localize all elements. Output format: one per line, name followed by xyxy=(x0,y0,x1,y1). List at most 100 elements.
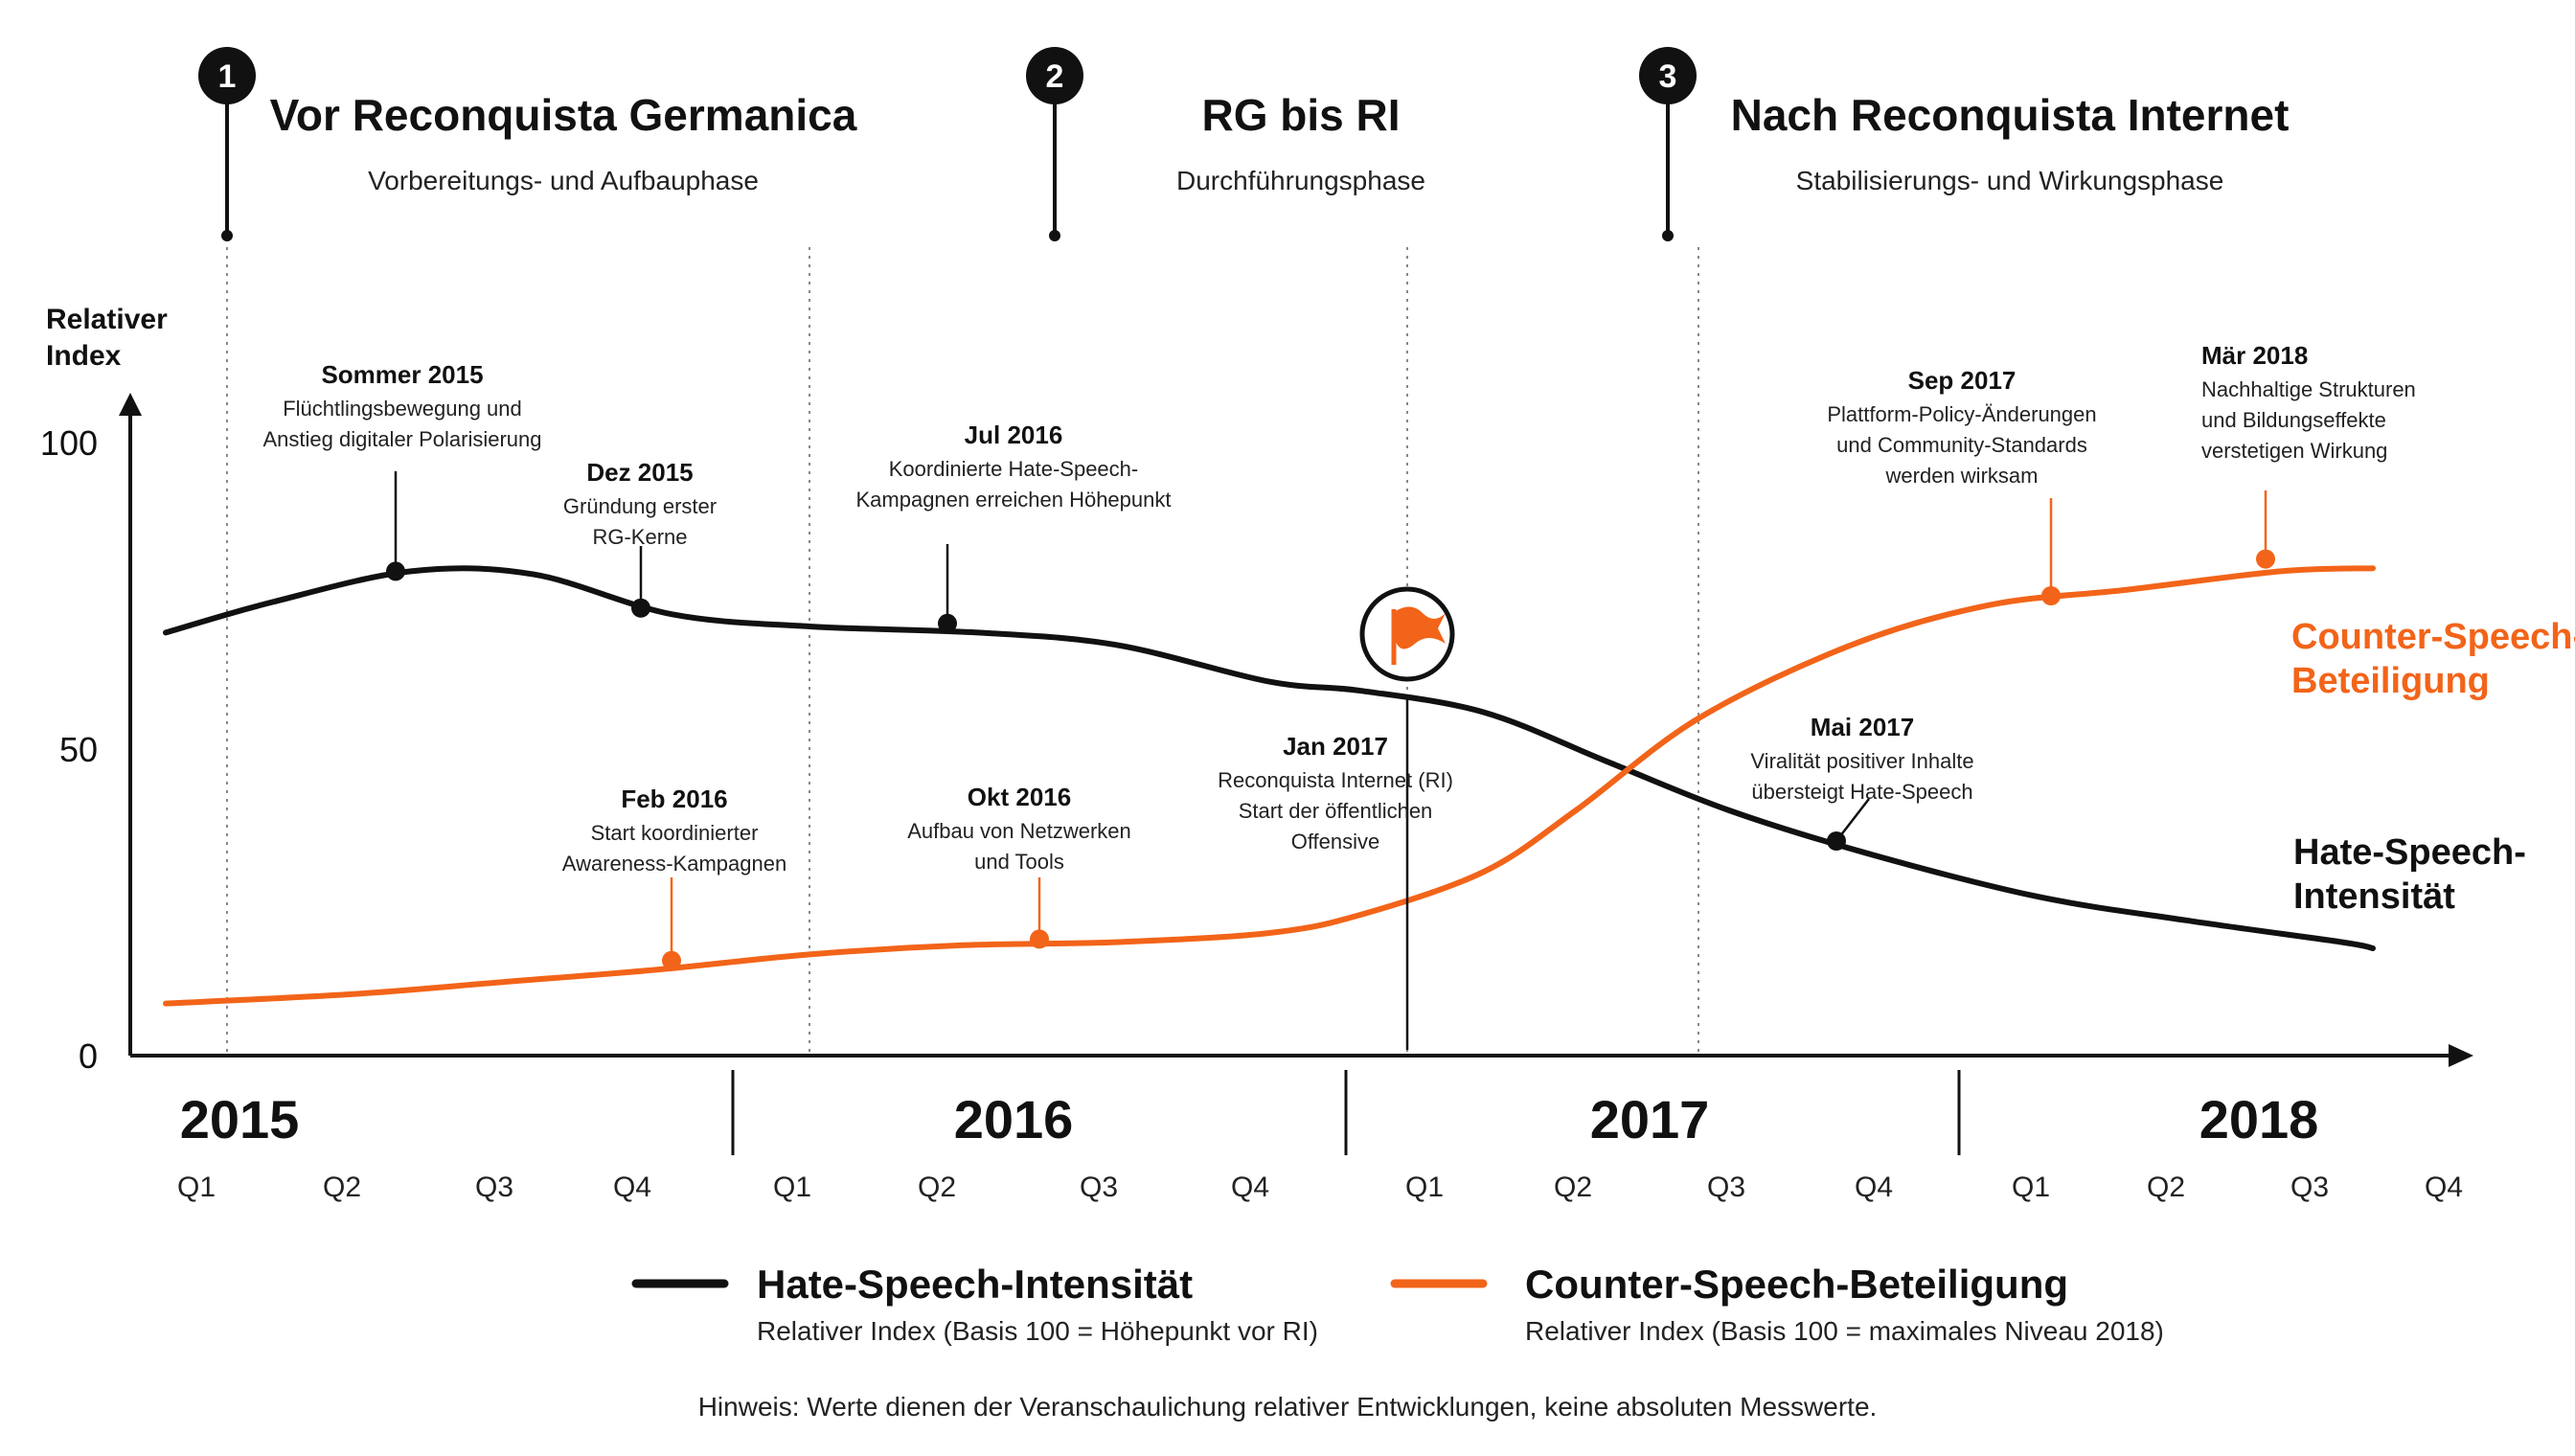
annotation-dot xyxy=(1030,929,1049,949)
annotation-2: Dez 2015 Gründung erster RG-Kerne xyxy=(563,458,717,618)
phase-number: 3 xyxy=(1659,58,1677,95)
annotation-dot xyxy=(631,598,650,618)
annotation-text: Nachhaltige Strukturen xyxy=(2201,377,2416,401)
series-line-hate-speech xyxy=(163,565,2376,951)
y-axis-label-line1: Relativer xyxy=(46,304,168,335)
legend-subtitle: Relativer Index (Basis 100 = Höhepunkt v… xyxy=(757,1316,1318,1346)
legend: Hate-Speech-Intensität Relativer Index (B… xyxy=(631,1262,2164,1346)
phase-number: 2 xyxy=(1046,58,1064,95)
annotation-text: Anstieg digitaler Polarisierung xyxy=(262,427,541,451)
year-label: 2016 xyxy=(954,1089,1074,1149)
annotations: Sommer 2015 Flüchtlingsbewegung und Anstie… xyxy=(262,341,2416,1050)
phase-2: 2 RG bis RI Durchführungsphase xyxy=(1026,47,1425,241)
annotation-title: Okt 2016 xyxy=(968,783,1071,811)
annotation-8: Mär 2018 Nachhaltige Strukturen und Bildun… xyxy=(2201,341,2416,569)
quarter-label: Q3 xyxy=(1707,1172,1745,1203)
quarter-label: Q4 xyxy=(2425,1172,2463,1203)
annotation-1: Sommer 2015 Flüchtlingsbewegung und Anstie… xyxy=(262,360,542,581)
y-axis-arrow xyxy=(119,393,142,416)
end-label-counter-speech: Beteiligung xyxy=(2291,661,2490,701)
phase-pin-dot xyxy=(1662,230,1674,241)
annotation-title: Dez 2015 xyxy=(586,458,693,487)
annotation-text: Koordinierte Hate-Speech- xyxy=(889,457,1138,481)
numbered-pin-icon xyxy=(1639,47,1697,104)
series-end-labels: Hate-Speech-Intensität Counter-Speech-Bet… xyxy=(2291,617,2575,917)
quarter-label: Q1 xyxy=(1405,1172,1444,1203)
series-lines xyxy=(163,565,2376,1007)
flag-cloth xyxy=(1396,606,1446,649)
y-tick-label: 50 xyxy=(59,730,98,769)
annotation-3: Jul 2016 Koordinierte Hate-Speech- Kampagn… xyxy=(855,421,1172,633)
legend-subtitle: Relativer Index (Basis 100 = maximales N… xyxy=(1525,1316,2164,1346)
year-label: 2018 xyxy=(2199,1089,2319,1149)
legend-name: Hate-Speech-Intensität xyxy=(757,1262,1193,1307)
y-axis-label-line2: Index xyxy=(46,340,122,372)
annotation-dot xyxy=(386,561,405,581)
annotation-title: Mai 2017 xyxy=(1811,713,1914,741)
annotation-text: übersteigt Hate-Speech xyxy=(1751,780,1972,804)
y-tick-label: 100 xyxy=(40,423,98,463)
annotation-text: und Community-Standards xyxy=(1836,433,2087,457)
year-label: 2015 xyxy=(180,1089,300,1149)
x-axis-arrow xyxy=(2449,1044,2473,1067)
annotation-dot xyxy=(1827,831,1846,851)
annotation-text: Flüchtlingsbewegung und xyxy=(283,397,522,421)
annotation-9: Mai 2017 Viralität positiver Inhalte übers… xyxy=(1750,713,1974,851)
annotation-text: Kampagnen erreichen Höhepunkt xyxy=(855,488,1171,512)
quarter-label: Q2 xyxy=(918,1172,956,1203)
quarter-label: Q2 xyxy=(323,1172,361,1203)
quarter-label: Q2 xyxy=(2147,1172,2185,1203)
time-axis: 2015 2016 2017 2018 Q1 Q2 Q3 Q4 Q1 Q2 Q3 Q4 Q1 Q2 Q3 Q4… xyxy=(177,1070,2463,1203)
quarter-label: Q4 xyxy=(1855,1172,1893,1203)
annotation-5: Okt 2016 Aufbau von Netzwerken und Tools xyxy=(907,783,1131,949)
annotation-dot xyxy=(2041,586,2061,605)
quarter-label: Q1 xyxy=(773,1172,811,1203)
annotation-title: Mär 2018 xyxy=(2201,341,2308,370)
axes: 0 50 100 Relativer Index xyxy=(40,304,2473,1076)
y-tick-label: 0 xyxy=(79,1036,98,1076)
flag-icon xyxy=(1391,606,1446,665)
quarter-label: Q4 xyxy=(613,1172,651,1203)
phase-title: Vor Reconquista Germanica xyxy=(270,90,857,140)
annotation-title: Sep 2017 xyxy=(1908,366,2017,395)
end-label-hate-speech: Hate-Speech- xyxy=(2293,832,2526,873)
annotation-text: werden wirksam xyxy=(1885,464,2039,488)
annotation-dot xyxy=(662,950,681,970)
quarter-label: Q1 xyxy=(177,1172,216,1203)
legend-item-counter-speech: Counter-Speech-Beteiligung Relativer Inde… xyxy=(1390,1262,2164,1346)
annotation-text: Plattform-Policy-Änderungen xyxy=(1827,402,2096,426)
annotation-text: und Bildungseffekte xyxy=(2201,408,2386,432)
annotation-text: und Tools xyxy=(974,850,1064,874)
annotation-text: Viralität positiver Inhalte xyxy=(1750,749,1973,773)
annotation-text: Offensive xyxy=(1291,830,1380,853)
legend-name: Counter-Speech-Beteiligung xyxy=(1525,1262,2068,1307)
year-label: 2017 xyxy=(1590,1089,1710,1149)
quarter-label: Q3 xyxy=(475,1172,513,1203)
phase-pin-dot xyxy=(1049,230,1060,241)
quarter-label: Q4 xyxy=(1231,1172,1269,1203)
annotation-title: Jan 2017 xyxy=(1283,732,1388,761)
annotation-title: Feb 2016 xyxy=(621,785,727,813)
phase-number: 1 xyxy=(218,58,237,95)
annotation-text: RG-Kerne xyxy=(592,525,687,549)
annotation-text: Awareness-Kampagnen xyxy=(562,852,786,876)
footnote: Hinweis: Werte dienen der Veranschaulich… xyxy=(698,1392,1878,1422)
annotation-7: Sep 2017 Plattform-Policy-Änderungen und C… xyxy=(1827,366,2097,605)
phase-pin-dot xyxy=(221,230,233,241)
numbered-pin-icon xyxy=(198,47,256,104)
end-label-counter-speech: Counter-Speech- xyxy=(2291,617,2575,657)
phase-title: Nach Reconquista Internet xyxy=(1731,90,2290,140)
annotation-dot xyxy=(938,613,957,633)
phase-subtitle: Durchführungsphase xyxy=(1176,166,1425,195)
legend-item-hate-speech: Hate-Speech-Intensität Relativer Index (B… xyxy=(631,1262,1318,1346)
series-line-counter-speech xyxy=(163,565,2376,1007)
quarter-label: Q1 xyxy=(2012,1172,2050,1203)
annotation-text: Start der öffentlichen xyxy=(1239,799,1433,823)
quarter-label: Q3 xyxy=(1080,1172,1118,1203)
annotation-text: Aufbau von Netzwerken xyxy=(907,819,1131,843)
quarter-label: Q3 xyxy=(2290,1172,2329,1203)
annotation-title: Sommer 2015 xyxy=(321,360,483,389)
phase-subtitle: Vorbereitungs- und Aufbauphase xyxy=(368,166,759,195)
annotation-dot xyxy=(2256,549,2275,569)
